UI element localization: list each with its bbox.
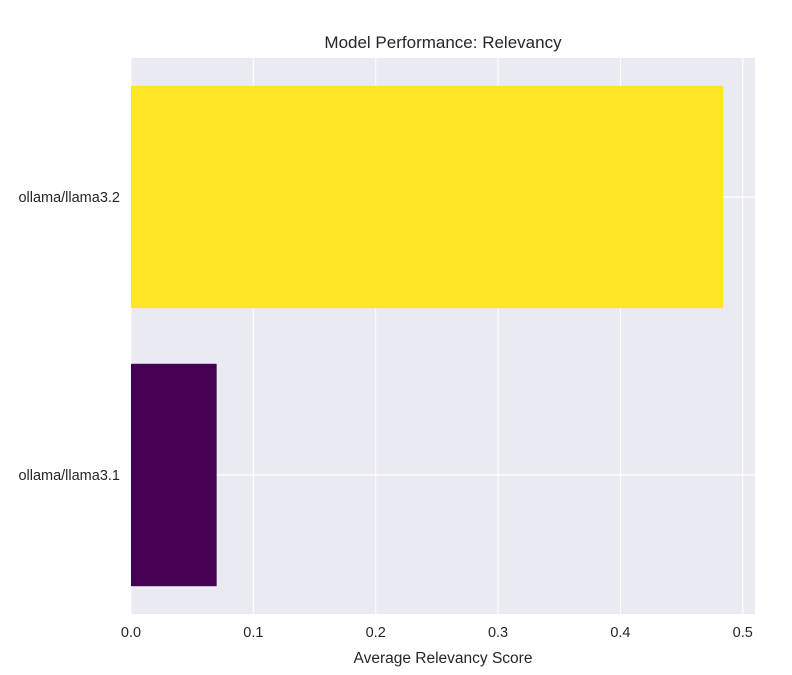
bars [131, 85, 724, 587]
x-axis-label: Average Relevancy Score [354, 650, 533, 667]
x-tick-label: 0.0 [121, 625, 141, 641]
y-tick-labels: ollama/llama3.1 ollama/llama3.2 [18, 190, 120, 484]
y-tick-label: ollama/llama3.1 [18, 468, 120, 484]
x-tick-label: 0.2 [366, 625, 386, 641]
bar-ollama-llama3-2 [131, 85, 724, 309]
x-tick-label: 0.1 [243, 625, 263, 641]
x-tick-label: 0.5 [733, 625, 753, 641]
x-tick-label: 0.4 [610, 625, 630, 641]
chart-title: Model Performance: Relevancy [324, 33, 562, 52]
y-tick-label: ollama/llama3.2 [18, 190, 120, 206]
x-tick-label: 0.3 [488, 625, 508, 641]
bar-ollama-llama3-1 [131, 363, 217, 587]
x-tick-labels: 0.0 0.1 0.2 0.3 0.4 0.5 [121, 625, 753, 641]
